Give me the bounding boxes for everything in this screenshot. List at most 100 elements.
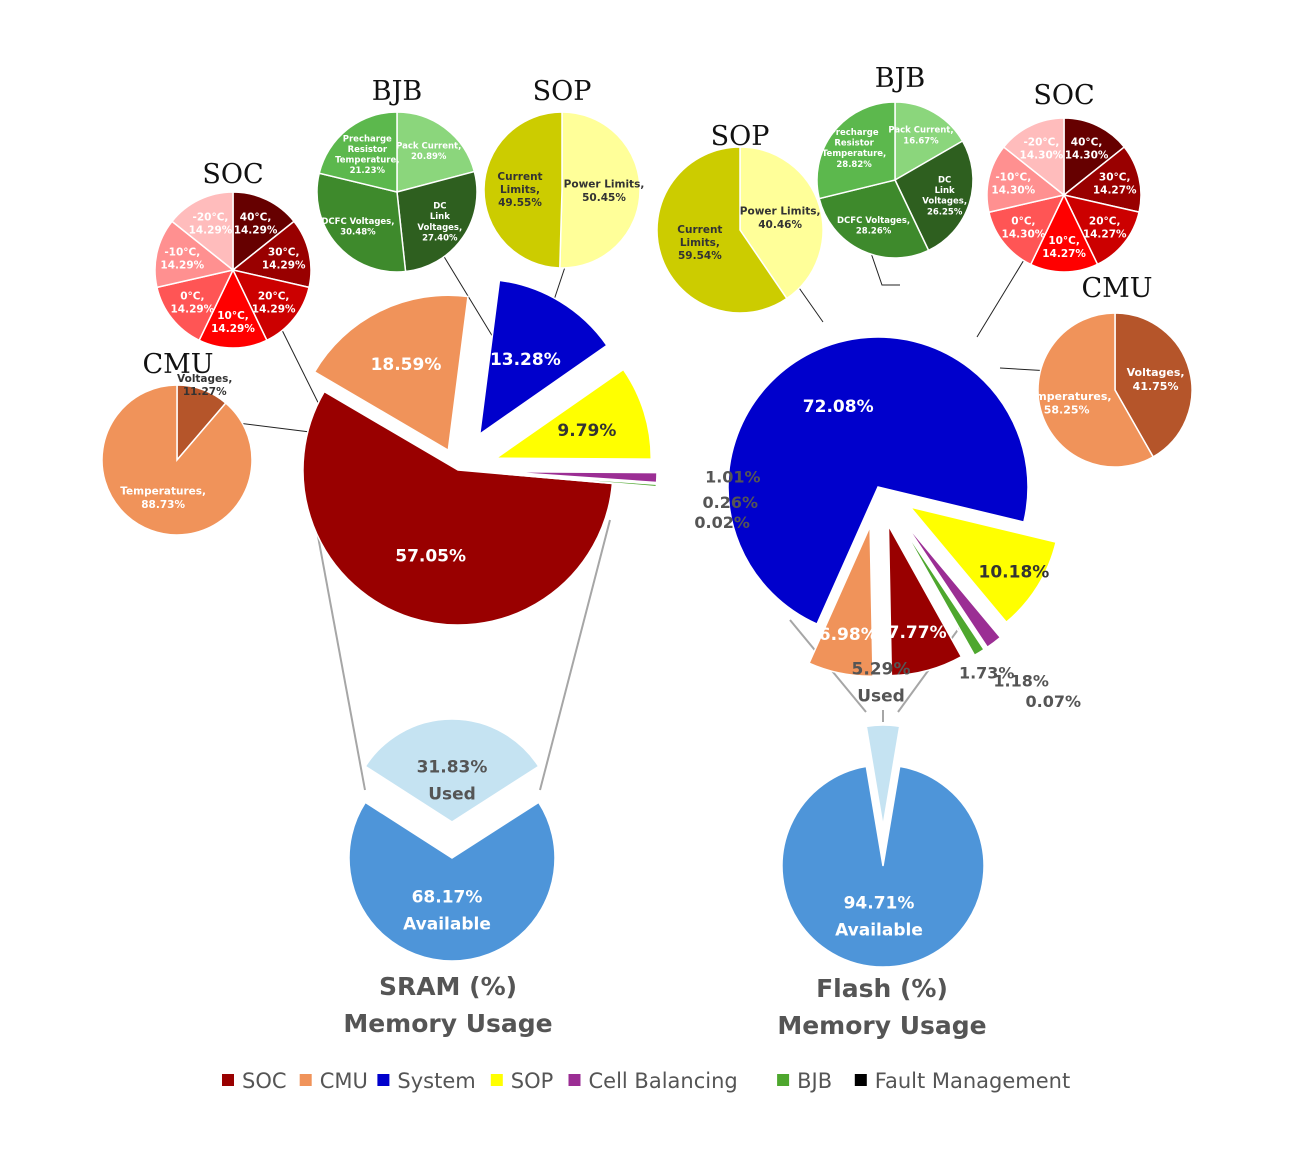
legend-swatch-sop — [490, 1074, 503, 1086]
flash-cmu-label-0: Voltages, 41.75% — [1127, 366, 1185, 393]
flash-slice-cmu — [808, 525, 874, 677]
flash-sop-slice-0 — [739, 146, 824, 300]
chart-labels: 57.05% 18.59% 13.28% 9.79% 1.01% 0.26%0.02% 72… — [120, 63, 1184, 1040]
sram-label-bjb: 0.26% — [703, 493, 759, 512]
sram-soc-label-6: -20°C, 14.29% — [189, 211, 233, 236]
sram-sop-slice-1 — [483, 111, 563, 269]
sram-label-soc: 57.05% — [395, 547, 466, 567]
sram-soc-slice-3 — [198, 268, 268, 349]
sram-sop-label-0: Power Limits, 50.45% — [564, 179, 645, 204]
sram-soc-label-1: 30°C, 14.29% — [262, 247, 306, 272]
sram-title: SRAM (%) — [379, 972, 517, 1001]
flash-cmu-slice-1 — [1037, 312, 1155, 468]
sram-cmu-label-0: Voltages, 11.27% — [177, 373, 232, 398]
flash-bjb-slice-1 — [894, 139, 974, 252]
legend-label-bjb: BJB — [797, 1069, 832, 1093]
flash-soc-label-4: 0°C, 14.30% — [1002, 216, 1046, 241]
sram-soc-slice-5 — [154, 220, 235, 289]
sram-soc-label-3: 10°C, 14.29% — [211, 310, 255, 335]
flash-subtitle: Memory Usage — [777, 1011, 986, 1040]
sram-bjb-slice-1 — [396, 170, 478, 273]
flash-soc-slice-3 — [1029, 193, 1099, 273]
sram-slice-fault-management — [501, 473, 658, 489]
sram-slice-available — [348, 801, 556, 962]
flash-sop-title: SOP — [711, 121, 770, 152]
flash-label-soc: 7.77% — [888, 623, 947, 643]
sram-label-sop: 9.79% — [557, 421, 616, 441]
flash-slice-sop — [908, 505, 1058, 624]
legend-label-cell-balancing: Cell Balancing — [589, 1069, 738, 1093]
sram-label-used: 31.83% Used — [417, 757, 488, 804]
flash-slice-soc — [887, 525, 963, 677]
sram-soc-slice-4 — [156, 268, 235, 342]
legend-label-fault-management: Fault Management — [875, 1069, 1070, 1093]
flash-slice-used — [865, 724, 901, 827]
sram-slice-system — [478, 279, 608, 436]
flash-sop-label-0: Power Limits, 40.46% — [740, 206, 821, 231]
sram-soc-slice-1 — [231, 220, 312, 289]
flash-bjb-label-0: Pack Current, 16.67% — [888, 126, 953, 147]
callout-line — [976, 249, 1031, 338]
sram-soc-title: SOC — [202, 159, 263, 190]
sram-bjb-label-2: DCFC Voltages, 30.48% — [321, 217, 394, 238]
flash-slice-cell-balancing — [903, 521, 1002, 649]
flash-sop-label-1: Current Limits, 59.54% — [677, 224, 722, 262]
legend-swatch-cmu — [299, 1074, 312, 1086]
flash-label-used: 5.29% Used — [852, 659, 911, 706]
sram-slice-cell-balancing — [501, 470, 658, 484]
legend-swatch-cell-balancing — [568, 1074, 581, 1086]
flash-bjb-label-2: DCFC Voltages, 28.26% — [837, 216, 910, 237]
sram-cmu-title: CMU — [142, 349, 213, 380]
flash-label-bjb: 1.18% — [993, 671, 1049, 690]
flash-bjb-slice-2 — [818, 179, 930, 259]
sram-sop-title: SOP — [533, 76, 592, 107]
sram-sop-slice-0 — [559, 111, 641, 269]
sram-cmu-slice-1 — [101, 384, 253, 536]
flash-soc-slice-4 — [988, 193, 1066, 266]
sram-subtitle: Memory Usage — [343, 1009, 552, 1038]
sram-bjb-slice-3 — [318, 111, 398, 193]
sram-label-cmu: 18.59% — [371, 355, 442, 375]
flash-soc-slice-2 — [1062, 193, 1140, 266]
zoom-connector-line — [539, 519, 611, 791]
flash-label-cell-balancing: 1.73% — [959, 664, 1015, 683]
sram-bjb-slice-0 — [396, 111, 476, 193]
flash-bjb-label-1: DC Link Voltages, 26.25% — [922, 175, 967, 217]
flash-soc-slice-0 — [1063, 117, 1126, 197]
sram-soc-label-2: 20°C, 14.29% — [252, 291, 296, 316]
flash-slice-fault-management — [898, 525, 975, 658]
sram-soc-label-5: -10°C, 14.29% — [160, 247, 204, 272]
flash-soc-slice-1 — [1062, 145, 1142, 214]
sram-slice-used — [364, 718, 540, 823]
sram-bjb-label-3: Precharge Resistor Temperature, 21.23% — [335, 134, 399, 176]
flash-bjb-slice-3 — [816, 101, 896, 200]
flash-soc-label-6: -20°C, 14.30% — [1020, 136, 1064, 161]
flash-sop-slice-1 — [656, 146, 788, 314]
legend-swatch-soc — [222, 1074, 234, 1086]
sram-label-system: 13.28% — [490, 350, 561, 370]
flash-cmu-title: CMU — [1081, 273, 1152, 304]
flash-soc-label-3: 10°C, 14.27% — [1042, 235, 1086, 260]
sram-slice-soc — [302, 390, 614, 626]
sram-label-available: 68.17% Available — [403, 887, 491, 934]
legend-label-sop: SOP — [511, 1069, 554, 1093]
flash-soc-label-1: 30°C, 14.27% — [1093, 172, 1137, 197]
flash-soc-slice-5 — [986, 145, 1066, 214]
sram-slice-cmu — [313, 294, 469, 452]
flash-label-available: 94.71% Available — [835, 893, 923, 940]
sram-soc-slice-2 — [231, 268, 310, 342]
legend-swatch-fault-management — [854, 1074, 867, 1086]
sram-slice-sop — [493, 368, 652, 460]
sram-bjb-title: BJB — [372, 76, 423, 107]
flash-soc-label-0: 40°C, 14.30% — [1065, 136, 1109, 161]
flash-soc-label-5: -10°C, 14.30% — [991, 172, 1035, 197]
flash-slice-available — [781, 765, 985, 968]
legend: SOC CMU System SOP Cell Balancing BJB Fault Ma… — [222, 1069, 1070, 1093]
sram-soc-label-0: 40°C, 14.29% — [234, 211, 278, 236]
flash-soc-label-2: 20°C, 14.27% — [1083, 216, 1127, 241]
legend-label-system: System — [397, 1069, 475, 1093]
sram-bjb-label-1: DC Link Voltages, 27.40% — [417, 202, 462, 244]
sram-sop-label-1: Current Limits, 49.55% — [497, 171, 542, 209]
